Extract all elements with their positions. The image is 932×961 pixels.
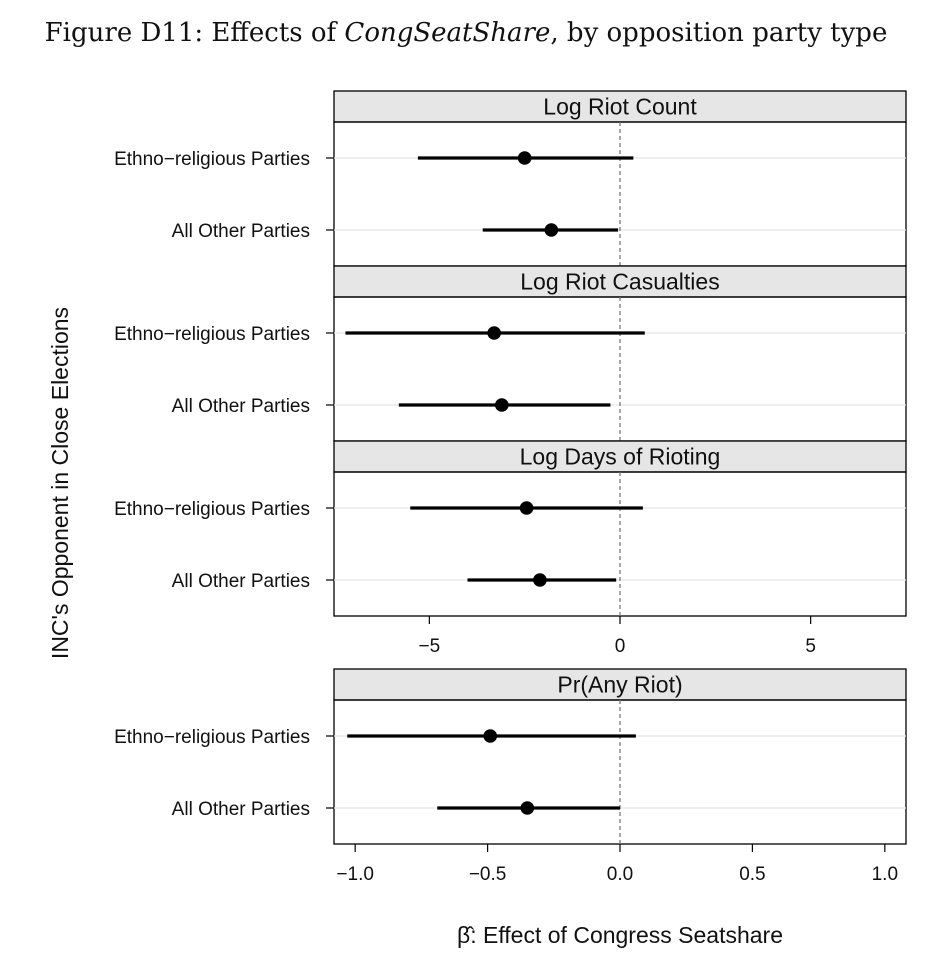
x-tick-label: 0.5 bbox=[739, 864, 765, 885]
category-label: Ethno−religious Parties bbox=[114, 727, 310, 748]
category-label: All Other Parties bbox=[172, 396, 310, 417]
x-axis-title: β̂: Effect of Congress Seatshare bbox=[457, 922, 783, 948]
panel-strip bbox=[333, 440, 907, 473]
category-label: All Other Parties bbox=[172, 571, 310, 592]
panel-title: Log Riot Casualties bbox=[520, 269, 719, 295]
point-estimate bbox=[519, 501, 534, 515]
panel-title: Pr(Any Riot) bbox=[557, 672, 682, 698]
x-tick-label: 1.0 bbox=[872, 864, 898, 885]
point-estimate bbox=[533, 573, 547, 587]
x-tick-label: −5 bbox=[418, 636, 440, 657]
figure-title-suffix: , by opposition party type bbox=[550, 18, 888, 48]
point-estimate bbox=[483, 729, 498, 743]
x-tick-label: 0 bbox=[615, 636, 626, 657]
figure-title-prefix: Figure D11: Effects of bbox=[44, 18, 345, 48]
figure-title: Figure D11: Effects of CongSeatShare, by… bbox=[0, 18, 932, 48]
category-label: Ethno−religious Parties bbox=[114, 499, 310, 520]
panel-title: Log Days of Rioting bbox=[520, 444, 721, 470]
point-estimate bbox=[520, 801, 535, 815]
x-tick-label: −0.5 bbox=[469, 864, 507, 885]
panel-title: Log Riot Count bbox=[543, 94, 697, 120]
point-estimate bbox=[487, 326, 501, 340]
point-estimate bbox=[494, 398, 509, 412]
category-label: Ethno−religious Parties bbox=[114, 324, 310, 345]
panel-strip bbox=[333, 265, 907, 298]
category-label: All Other Parties bbox=[172, 799, 310, 820]
category-label: Ethno−religious Parties bbox=[114, 149, 310, 170]
y-axis-title: INC's Opponent in Close Elections bbox=[47, 307, 73, 659]
panel-strip bbox=[333, 668, 907, 701]
x-tick-label: 5 bbox=[805, 636, 816, 657]
category-label: All Other Parties bbox=[172, 221, 310, 242]
point-estimate bbox=[544, 223, 559, 237]
point-estimate bbox=[517, 151, 532, 165]
x-tick-label: 0.0 bbox=[607, 864, 633, 885]
panel-strip bbox=[333, 90, 907, 123]
x-tick-label: −1.0 bbox=[336, 864, 374, 885]
figure-title-variable: CongSeatShare bbox=[344, 18, 551, 48]
